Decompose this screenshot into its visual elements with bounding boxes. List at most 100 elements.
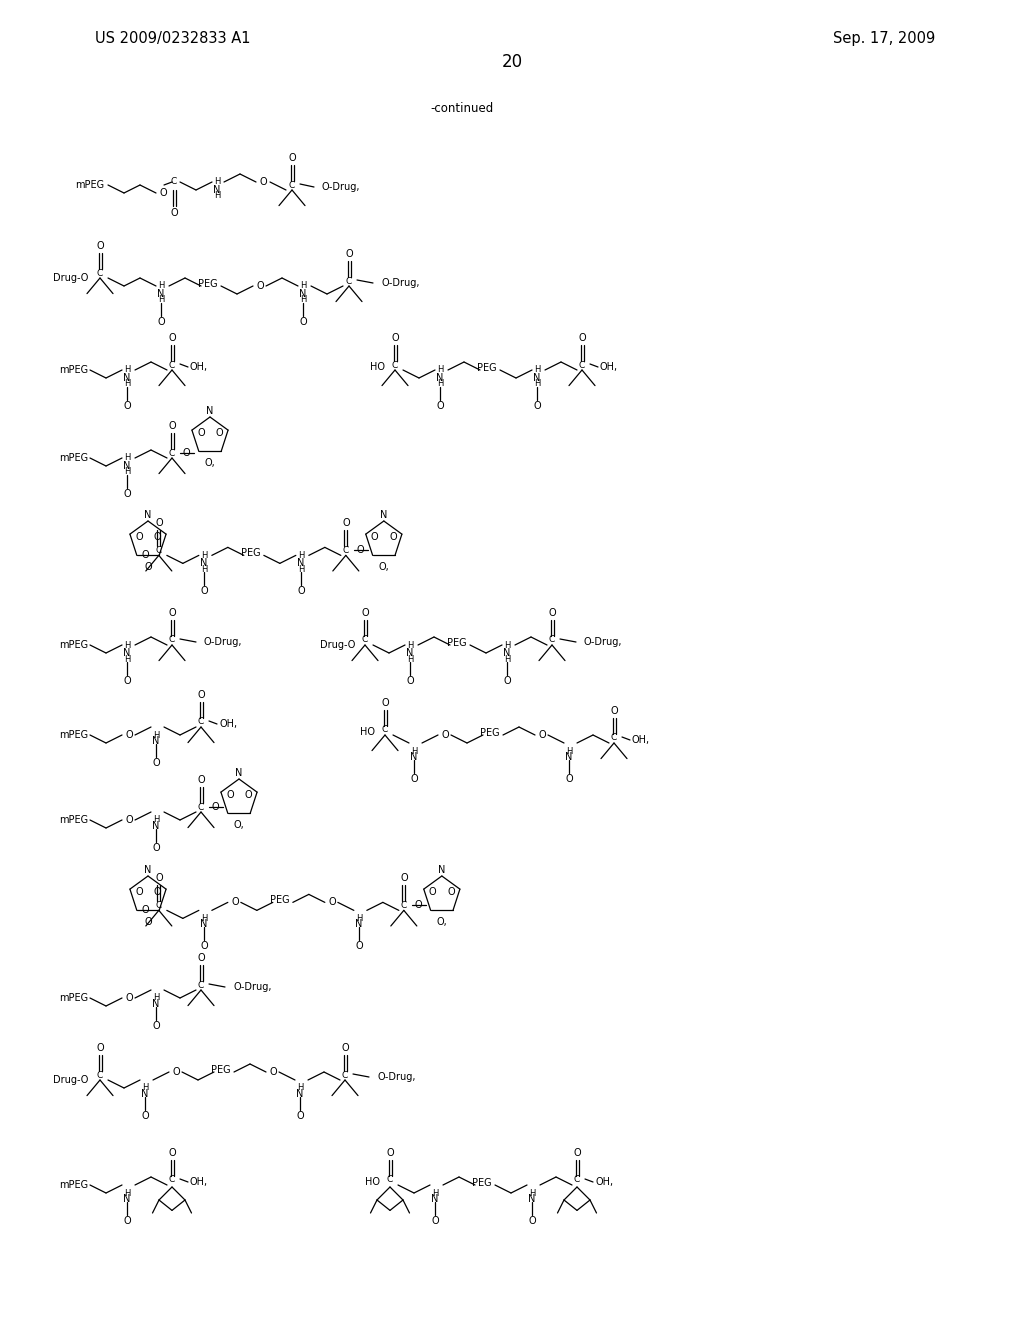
Text: O: O xyxy=(579,333,586,343)
Text: C: C xyxy=(97,268,103,277)
Text: H: H xyxy=(355,913,362,923)
Text: H: H xyxy=(153,730,159,739)
Text: PEG: PEG xyxy=(270,895,290,906)
Text: O: O xyxy=(441,730,449,741)
Text: OH,: OH, xyxy=(219,719,238,729)
Text: O-Drug,: O-Drug, xyxy=(233,982,271,993)
Text: O: O xyxy=(400,874,408,883)
Text: H: H xyxy=(158,296,164,305)
Text: O: O xyxy=(407,676,414,686)
Text: N: N xyxy=(565,752,572,762)
Text: C: C xyxy=(573,1176,581,1184)
Text: PEG: PEG xyxy=(480,729,500,738)
Text: O-Drug,: O-Drug, xyxy=(204,638,243,647)
Text: O: O xyxy=(436,401,443,411)
Text: N: N xyxy=(296,1089,304,1100)
Text: C: C xyxy=(342,1071,348,1080)
Text: N: N xyxy=(153,999,160,1008)
Text: PEG: PEG xyxy=(241,548,261,558)
Text: H: H xyxy=(504,655,510,664)
Text: O: O xyxy=(381,698,389,708)
Text: PEG: PEG xyxy=(447,638,467,648)
Text: O: O xyxy=(534,401,541,411)
Text: H: H xyxy=(300,281,306,290)
Text: O: O xyxy=(172,1067,180,1077)
Text: mPEG: mPEG xyxy=(75,180,104,190)
Text: N: N xyxy=(407,648,414,657)
Text: mPEG: mPEG xyxy=(58,993,88,1003)
Text: N: N xyxy=(153,737,160,746)
Text: O: O xyxy=(429,887,436,898)
Text: HO: HO xyxy=(360,727,375,737)
Text: O: O xyxy=(215,428,223,438)
Text: N: N xyxy=(534,374,541,383)
Text: C: C xyxy=(346,276,352,285)
Text: O: O xyxy=(231,898,239,907)
Text: H: H xyxy=(298,565,304,574)
Text: C: C xyxy=(392,360,398,370)
Text: N: N xyxy=(438,865,445,875)
Text: mPEG: mPEG xyxy=(58,730,88,741)
Text: H: H xyxy=(300,296,306,305)
Text: PEG: PEG xyxy=(472,1177,492,1188)
Text: C: C xyxy=(97,1071,103,1080)
Text: H: H xyxy=(432,1188,438,1197)
Text: H: H xyxy=(201,550,207,560)
Text: O: O xyxy=(125,814,133,825)
Text: O: O xyxy=(135,532,142,543)
Text: O: O xyxy=(411,774,418,784)
Text: H: H xyxy=(534,366,541,375)
Text: H: H xyxy=(201,565,207,574)
Text: O: O xyxy=(198,690,205,700)
Text: mPEG: mPEG xyxy=(58,640,88,649)
Text: C: C xyxy=(169,360,175,370)
Text: C: C xyxy=(611,734,617,742)
Text: O: O xyxy=(548,609,556,618)
Text: O: O xyxy=(288,153,296,162)
Text: O: O xyxy=(299,317,307,327)
Text: O: O xyxy=(170,209,178,218)
Text: O: O xyxy=(414,900,422,911)
Text: O: O xyxy=(153,758,160,768)
Text: C: C xyxy=(169,1176,175,1184)
Text: O: O xyxy=(182,447,189,458)
Text: O: O xyxy=(155,519,163,528)
Text: H: H xyxy=(298,550,304,560)
Text: O: O xyxy=(200,586,208,597)
Text: H: H xyxy=(407,655,414,664)
Text: O: O xyxy=(610,706,617,715)
Text: O: O xyxy=(141,550,148,561)
Text: mPEG: mPEG xyxy=(58,1180,88,1191)
Text: Drug-O: Drug-O xyxy=(52,1074,88,1085)
Text: N: N xyxy=(299,289,306,300)
Text: OH,: OH, xyxy=(600,362,618,372)
Text: N: N xyxy=(380,510,387,520)
Text: mPEG: mPEG xyxy=(58,814,88,825)
Text: N: N xyxy=(123,648,131,657)
Text: C: C xyxy=(169,449,175,458)
Text: H: H xyxy=(124,380,130,388)
Text: O: O xyxy=(198,775,205,785)
Text: Drug-O: Drug-O xyxy=(52,273,88,282)
Text: O: O xyxy=(539,730,546,741)
Text: H: H xyxy=(411,747,417,755)
Text: O: O xyxy=(245,791,252,800)
Text: OH,: OH, xyxy=(190,1177,208,1187)
Text: H: H xyxy=(124,1188,130,1197)
Text: O: O xyxy=(168,421,176,432)
Text: US 2009/0232833 A1: US 2009/0232833 A1 xyxy=(95,30,251,45)
Text: O: O xyxy=(361,609,369,618)
Text: C: C xyxy=(382,726,388,734)
Text: H: H xyxy=(437,380,443,388)
Text: O: O xyxy=(296,1111,304,1121)
Text: O: O xyxy=(154,532,161,543)
Text: O: O xyxy=(144,562,152,572)
Text: O-Drug,: O-Drug, xyxy=(584,638,623,647)
Text: H: H xyxy=(124,655,130,664)
Text: O: O xyxy=(96,1043,103,1053)
Text: O: O xyxy=(155,874,163,883)
Text: H: H xyxy=(504,640,510,649)
Text: H: H xyxy=(124,454,130,462)
Text: PEG: PEG xyxy=(477,363,497,374)
Text: O-Drug,: O-Drug, xyxy=(322,182,360,191)
